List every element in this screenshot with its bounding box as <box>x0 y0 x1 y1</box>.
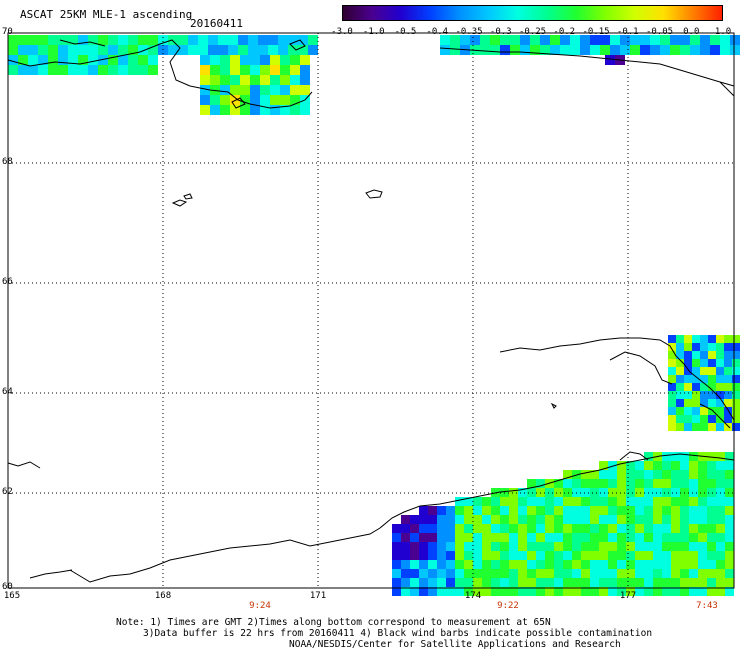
latitude-label: 66 <box>2 277 13 287</box>
colorbar <box>342 5 723 21</box>
latitude-label: 68 <box>2 157 13 167</box>
product-title: ASCAT 25KM MLE-1 ascending <box>20 8 193 21</box>
map-frame <box>7 32 735 589</box>
longitude-label: 168 <box>154 591 172 601</box>
colorbar-tick-label: -0.4 <box>426 27 449 37</box>
pass-time-label: 7:43 <box>696 601 718 611</box>
colorbar-tick-label: -0.3 <box>489 27 512 37</box>
pass-time-label: 9:22 <box>497 601 519 611</box>
colorbar-tick-label: 0.0 <box>683 27 700 37</box>
colorbar-tick-label: -0.05 <box>645 27 674 37</box>
product-date: 20160411 <box>190 17 243 30</box>
colorbar-tick-label: -0.1 <box>616 27 639 37</box>
colorbar-tick-label: -0.15 <box>582 27 610 37</box>
colorbar-tick-label: -0.5 <box>394 27 417 37</box>
footer-note-line2: 3)Data buffer is 22 hrs from 20160411 4)… <box>143 628 653 639</box>
pass-time-label: 9:24 <box>249 601 271 611</box>
longitude-label: 171 <box>309 591 327 601</box>
latitude-label: 60 <box>2 582 13 592</box>
footer-note-line1: Note: 1) Times are GMT 2)Times along bot… <box>116 617 551 628</box>
lat-lon-grid <box>8 33 734 588</box>
colorbar-tick-label: -0.2 <box>553 27 576 37</box>
colorbar-tick-label: -0.25 <box>518 27 547 37</box>
colorbar-tick-label: -0.35 <box>455 27 483 37</box>
colorbar-tick-label: -3.0 <box>331 27 353 37</box>
footer-credit: NOAA/NESDIS/Center for Satellite Applica… <box>289 639 621 650</box>
latitude-label: 70 <box>2 27 13 37</box>
longitude-label: 177 <box>619 591 637 601</box>
latitude-label: 62 <box>2 487 13 497</box>
colorbar-tick-label: 1.0 <box>714 27 732 37</box>
wind-swaths <box>8 35 740 596</box>
colorbar-tick-label: -1.0 <box>362 27 385 37</box>
latitude-label: 64 <box>2 387 13 397</box>
coastline <box>7 39 735 583</box>
longitude-label: 174 <box>464 591 482 601</box>
longitude-label: 165 <box>3 591 21 601</box>
